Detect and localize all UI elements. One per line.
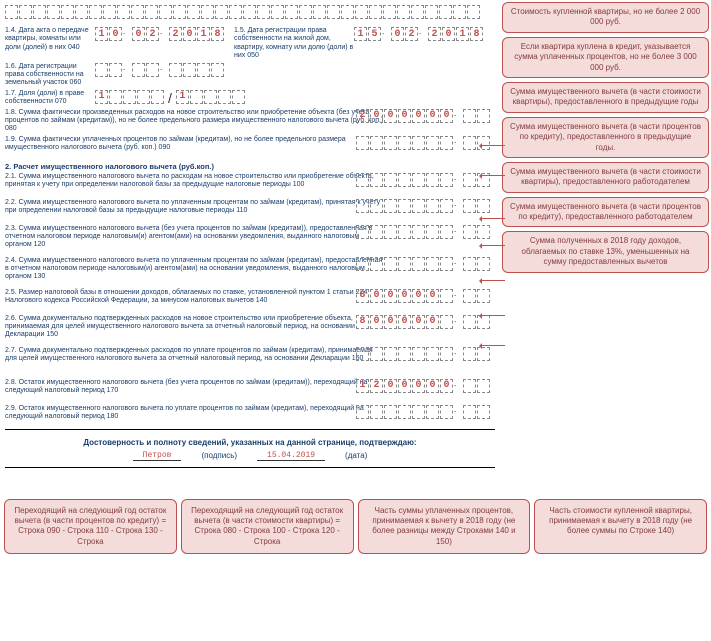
label-070: 1.7. Доля (доли) в праве собственности 0…: [5, 90, 95, 107]
arrow: [480, 315, 505, 316]
date-cells-050: 1 5 . 0 2 . 2 0 1 8: [354, 27, 483, 41]
label-160: 2.7. Сумма документально подтвержденных …: [5, 347, 385, 364]
bottom-annotation-box: Часть суммы уплаченных процентов, приним…: [358, 499, 531, 555]
annotation-box: Стоимость купленной квартиры, но не боле…: [502, 2, 709, 33]
annotation-box: Если квартира куплена в кредит, указывае…: [502, 37, 709, 78]
bottom-annotation-box: Часть стоимости купленной квартиры, прин…: [534, 499, 707, 555]
label-150: 2.6. Сумма документально подтвержденных …: [5, 315, 385, 340]
label-100: 2.1. Сумма имущественного налогового выч…: [5, 173, 385, 190]
amount-cells-130: .: [356, 257, 490, 271]
amount-cells-170: 1 2 0 0 0 0 0 .: [356, 379, 490, 393]
label-110: 2.2. Сумма имущественного налогового выч…: [5, 199, 385, 216]
label-140: 2.5. Размер налоговой базы в отношении д…: [5, 289, 385, 306]
label-090: 1.9. Сумма фактически уплаченных процент…: [5, 136, 385, 153]
annotation-box: Сумма имущественного вычета (в части сто…: [502, 162, 709, 193]
confirm-text: Достоверность и полноту сведений, указан…: [5, 438, 495, 447]
date-cells-040: 1 0 . 0 2 . 2 0 1 8: [95, 27, 224, 41]
label-170: 2.8. Остаток имущественного налогового в…: [5, 379, 385, 396]
arrow: [480, 280, 505, 281]
fraction-cells-070b: 1: [176, 90, 245, 104]
arrow: [480, 218, 505, 219]
bottom-annotation-box: Переходящий на следующий год остаток выч…: [181, 499, 354, 555]
fraction-cells-070a: 1: [95, 90, 164, 104]
signature-date-label: (дата): [345, 451, 367, 461]
bottom-annotations: Переходящий на следующий год остаток выч…: [0, 495, 711, 559]
section-2-title: 2. Расчет имущественного налогового выче…: [5, 162, 495, 171]
arrow: [480, 145, 505, 146]
amount-cells-120: .: [356, 225, 490, 239]
arrow: [480, 175, 505, 176]
arrow: [480, 345, 505, 346]
arrow: [480, 245, 505, 246]
bottom-annotation-box: Переходящий на следующий год остаток выч…: [4, 499, 177, 555]
annotations-column: Стоимость купленной квартиры, но не боле…: [500, 0, 711, 475]
label-120: 2.3. Сумма имущественного налогового выч…: [5, 225, 385, 250]
amount-cells-090: .: [356, 136, 490, 150]
amount-cells-080: 2 0 0 0 0 0 0 .: [356, 109, 490, 123]
amount-cells-180: .: [356, 405, 490, 419]
label-050: 1.5. Дата регистрации права собственност…: [234, 27, 354, 61]
cells-030: [5, 5, 480, 19]
signature-date: 15.04.2019: [257, 451, 325, 461]
label-080: 1.8. Сумма фактически произведенных расх…: [5, 109, 385, 134]
label-040: 1.4. Дата акта о передаче квартиры, комн…: [5, 27, 95, 52]
form-area: 1.4. Дата акта о передаче квартиры, комн…: [0, 0, 500, 475]
amount-cells-100: .: [356, 173, 490, 187]
amount-cells-110: .: [356, 199, 490, 213]
label-130: 2.4. Сумма имущественного налогового выч…: [5, 257, 385, 282]
amount-cells-150: 8 0 0 0 0 0 .: [356, 315, 490, 329]
annotation-box: Сумма имущественного вычета (в части про…: [502, 197, 709, 228]
label-180: 2.9. Остаток имущественного налогового в…: [5, 405, 385, 422]
fraction-slash: /: [168, 90, 172, 106]
amount-cells-140: 8 0 0 0 0 0 .: [356, 289, 490, 303]
signature-label: (подпись): [201, 451, 237, 461]
annotation-box: Сумма имущественного вычета (в части сто…: [502, 82, 709, 113]
annotation-box: Сумма имущественного вычета (в части про…: [502, 117, 709, 158]
amount-cells-160: .: [356, 347, 490, 361]
signature-name: Петров: [133, 451, 182, 461]
date-cells-060: ..: [95, 63, 224, 77]
label-060: 1.6. Дата регистрации права собственност…: [5, 63, 95, 88]
annotation-box: Сумма полученных в 2018 году доходов, об…: [502, 231, 709, 272]
